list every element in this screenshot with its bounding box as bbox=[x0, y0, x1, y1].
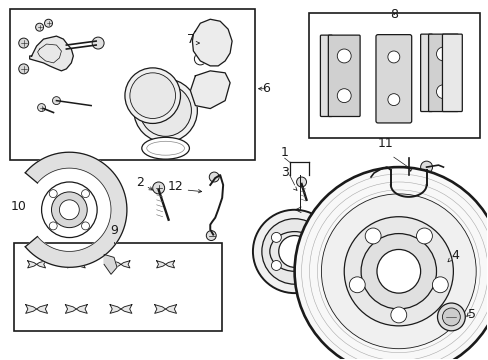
Circle shape bbox=[387, 51, 399, 63]
Circle shape bbox=[124, 68, 180, 123]
Text: 12: 12 bbox=[167, 180, 183, 193]
Circle shape bbox=[390, 307, 406, 323]
Circle shape bbox=[49, 222, 57, 230]
Circle shape bbox=[36, 23, 43, 31]
Circle shape bbox=[252, 210, 336, 293]
Circle shape bbox=[140, 85, 191, 136]
Circle shape bbox=[365, 228, 380, 244]
Circle shape bbox=[360, 234, 436, 309]
Text: 10: 10 bbox=[11, 200, 27, 213]
Circle shape bbox=[416, 228, 431, 244]
Polygon shape bbox=[76, 305, 87, 313]
Circle shape bbox=[307, 261, 317, 270]
Circle shape bbox=[262, 219, 326, 284]
Circle shape bbox=[294, 167, 488, 360]
Circle shape bbox=[81, 222, 89, 230]
Circle shape bbox=[431, 277, 447, 293]
Text: 3: 3 bbox=[280, 166, 288, 179]
Polygon shape bbox=[165, 261, 174, 268]
Polygon shape bbox=[192, 19, 232, 66]
Polygon shape bbox=[25, 152, 126, 267]
Polygon shape bbox=[110, 305, 121, 313]
Circle shape bbox=[41, 182, 97, 238]
Circle shape bbox=[271, 261, 281, 270]
Ellipse shape bbox=[146, 141, 184, 155]
Text: 6: 6 bbox=[262, 82, 269, 95]
Circle shape bbox=[81, 190, 89, 198]
Polygon shape bbox=[154, 305, 165, 313]
Polygon shape bbox=[26, 305, 37, 313]
Text: 7: 7 bbox=[187, 33, 195, 46]
Polygon shape bbox=[76, 261, 85, 268]
Circle shape bbox=[436, 47, 449, 61]
FancyBboxPatch shape bbox=[327, 35, 359, 117]
Circle shape bbox=[134, 79, 197, 142]
Text: 8: 8 bbox=[389, 8, 397, 21]
Polygon shape bbox=[37, 305, 47, 313]
Text: 2: 2 bbox=[136, 176, 143, 189]
Polygon shape bbox=[190, 71, 230, 109]
Circle shape bbox=[337, 89, 350, 103]
Polygon shape bbox=[104, 255, 117, 274]
Circle shape bbox=[387, 94, 399, 105]
Text: 5: 5 bbox=[468, 309, 475, 321]
Circle shape bbox=[92, 37, 104, 49]
Bar bbox=[309, 13, 479, 138]
Circle shape bbox=[420, 161, 432, 173]
Bar bbox=[14, 243, 222, 331]
FancyBboxPatch shape bbox=[427, 34, 457, 112]
Circle shape bbox=[436, 85, 449, 99]
Circle shape bbox=[337, 49, 350, 63]
Polygon shape bbox=[30, 36, 73, 71]
Circle shape bbox=[52, 96, 61, 105]
Circle shape bbox=[442, 308, 459, 326]
Text: 4: 4 bbox=[450, 249, 458, 262]
Circle shape bbox=[348, 277, 365, 293]
Circle shape bbox=[376, 249, 420, 293]
Circle shape bbox=[194, 53, 206, 65]
Circle shape bbox=[278, 235, 310, 267]
Polygon shape bbox=[67, 261, 76, 268]
Circle shape bbox=[130, 73, 175, 118]
FancyBboxPatch shape bbox=[375, 35, 411, 123]
Polygon shape bbox=[112, 261, 121, 268]
Circle shape bbox=[60, 200, 79, 220]
Ellipse shape bbox=[269, 231, 319, 271]
Circle shape bbox=[44, 19, 52, 27]
Circle shape bbox=[271, 233, 281, 242]
Circle shape bbox=[51, 192, 87, 228]
Polygon shape bbox=[37, 261, 45, 268]
Circle shape bbox=[307, 233, 317, 242]
Text: 11: 11 bbox=[377, 137, 393, 150]
Polygon shape bbox=[28, 261, 37, 268]
Circle shape bbox=[19, 38, 29, 48]
Circle shape bbox=[209, 172, 219, 182]
Bar bbox=[10, 9, 254, 160]
Circle shape bbox=[19, 64, 29, 74]
Text: 9: 9 bbox=[110, 224, 118, 237]
Circle shape bbox=[206, 231, 216, 240]
Circle shape bbox=[192, 33, 204, 45]
FancyBboxPatch shape bbox=[442, 34, 461, 112]
FancyBboxPatch shape bbox=[420, 34, 432, 112]
Circle shape bbox=[321, 194, 475, 349]
Circle shape bbox=[296, 177, 306, 187]
Polygon shape bbox=[121, 261, 130, 268]
Circle shape bbox=[152, 182, 164, 194]
FancyBboxPatch shape bbox=[320, 35, 332, 117]
Polygon shape bbox=[165, 305, 176, 313]
Polygon shape bbox=[156, 261, 165, 268]
Circle shape bbox=[344, 217, 452, 326]
Circle shape bbox=[437, 303, 464, 331]
Polygon shape bbox=[121, 305, 132, 313]
Ellipse shape bbox=[142, 137, 189, 159]
Circle shape bbox=[38, 104, 45, 112]
Text: 1: 1 bbox=[280, 146, 288, 159]
Polygon shape bbox=[65, 305, 76, 313]
Circle shape bbox=[49, 190, 57, 198]
